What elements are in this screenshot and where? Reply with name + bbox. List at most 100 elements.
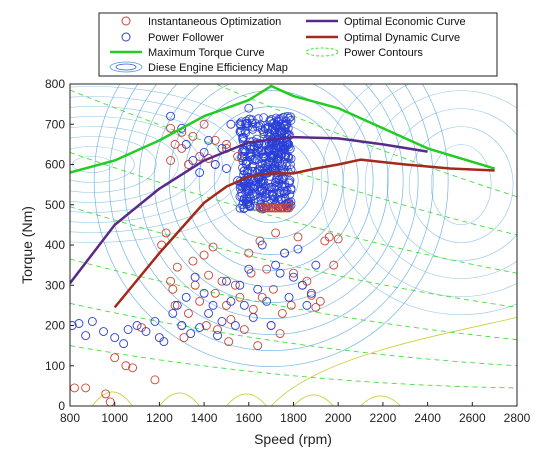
- power-follower-point: [230, 321, 240, 330]
- power-follower-cluster-point: [279, 189, 289, 199]
- legend-swatch: [305, 47, 339, 57]
- efficiency-contour-low: [159, 392, 200, 406]
- legend-label: Diese Engine Efficiency Map: [148, 62, 288, 74]
- instantaneous-optimization-point: [168, 284, 178, 294]
- efficiency-contour: [213, 122, 329, 239]
- efficiency-contour-low: [270, 317, 517, 406]
- legend-item-pc: Power Contours: [305, 47, 423, 59]
- power-follower-point: [204, 308, 214, 318]
- efficiency-contour: [168, 84, 374, 287]
- power-follower-point: [213, 331, 222, 341]
- power-follower-cluster-point: [254, 143, 263, 153]
- instantaneous-optimization-point: [284, 203, 294, 213]
- instantaneous-optimization-point: [184, 308, 193, 318]
- plot-frame: [69, 83, 518, 407]
- efficiency-contour: [70, 136, 157, 193]
- efficiency-contour: [108, 84, 434, 351]
- efficiency-contour: [408, 126, 514, 243]
- power-follower-cluster-point: [283, 111, 293, 121]
- power-follower-point: [186, 329, 196, 338]
- power-follower-point: [199, 147, 209, 157]
- power-follower-point: [81, 331, 91, 341]
- power-follower-cluster-point: [256, 162, 266, 171]
- power-follower-cluster-point: [240, 166, 249, 176]
- instantaneous-optimization-point: [226, 315, 236, 324]
- power-follower-cluster-point: [237, 188, 246, 198]
- power-follower-point: [177, 321, 187, 330]
- legend-item-econ: Optimal Economic Curve: [306, 16, 466, 28]
- power-follower-point: [248, 313, 258, 322]
- instantaneous-optimization-point: [282, 203, 292, 213]
- efficiency-contour: [70, 126, 179, 203]
- instantaneous-optimization-point: [170, 139, 180, 149]
- legend-label: Optimal Economic Curve: [344, 16, 466, 28]
- power-follower-point: [110, 333, 120, 343]
- efficiency-contour-low: [226, 393, 267, 406]
- power-follower-point: [235, 280, 245, 290]
- power-follower-point: [70, 321, 77, 330]
- legend-box: [98, 12, 498, 77]
- power-follower-point: [150, 317, 160, 326]
- optimal-economic-curve: [70, 135, 428, 284]
- power-follower-cluster-point: [275, 126, 285, 136]
- power-follower-point: [177, 123, 187, 133]
- power-follower-cluster-point: [272, 153, 282, 163]
- power-follower-cluster-point: [276, 128, 286, 138]
- power-follower-point: [244, 264, 254, 274]
- instantaneous-optimization-point: [244, 248, 254, 258]
- optimal-dynamic-curve: [113, 158, 495, 309]
- power-contour-line: [70, 302, 517, 367]
- power-follower-cluster-point: [276, 144, 285, 154]
- legend-swatch: [109, 61, 143, 73]
- power-follower-cluster-point: [269, 194, 279, 204]
- power-contour-line: [214, 84, 517, 198]
- instantaneous-optimization-point: [128, 363, 138, 373]
- power-follower-cluster-point: [282, 119, 292, 129]
- efficiency-contour: [364, 90, 517, 279]
- efficiency-contour: [183, 90, 359, 271]
- efficiency-contour: [70, 106, 223, 223]
- instantaneous-optimization-point: [266, 203, 276, 213]
- instantaneous-optimization-point: [199, 119, 209, 129]
- x-tick-label: 1200: [146, 411, 173, 425]
- power-follower-point: [208, 300, 218, 310]
- legend-item-eff: Diese Engine Efficiency Map: [109, 61, 288, 74]
- power-follower-cluster-point: [258, 178, 268, 188]
- power-follower-cluster-point: [251, 201, 261, 211]
- instantaneous-optimization-point: [166, 156, 176, 165]
- instantaneous-optimization-point: [333, 234, 343, 244]
- power-follower-point: [181, 139, 191, 149]
- power-follower-cluster-point: [258, 153, 268, 163]
- efficiency-contour: [320, 84, 517, 315]
- power-follower-cluster-point: [270, 126, 280, 136]
- legend-label: Maximum Torque Curve: [148, 47, 265, 59]
- instantaneous-optimization-point: [230, 280, 240, 290]
- power-follower-point: [172, 300, 182, 310]
- power-contour-line: [70, 89, 517, 236]
- power-follower-cluster-point: [271, 178, 281, 187]
- power-follower-cluster-point: [284, 197, 294, 207]
- efficiency-contour-low: [360, 395, 401, 406]
- efficiency-contour-low: [293, 394, 334, 406]
- instantaneous-optimization-point: [235, 292, 245, 302]
- power-follower-cluster-point: [257, 184, 267, 194]
- power-follower-point: [297, 280, 307, 290]
- instantaneous-optimization-point: [253, 341, 263, 351]
- instantaneous-optimization-point: [284, 200, 294, 210]
- instantaneous-optimization-point: [262, 264, 272, 274]
- instantaneous-optimization-point: [161, 228, 171, 238]
- x-tick-label: 2200: [370, 411, 397, 425]
- power-follower-cluster-point: [265, 166, 275, 176]
- instantaneous-optimization-point: [271, 203, 281, 213]
- power-follower-cluster-point: [260, 163, 269, 173]
- x-tick-label: 1400: [191, 411, 218, 425]
- power-follower-cluster-point: [269, 183, 279, 193]
- power-follower-cluster-point: [272, 174, 281, 184]
- instantaneous-optimization-point: [306, 290, 316, 300]
- instantaneous-optimization-point: [170, 300, 180, 310]
- y-ticks: 0 100 200 300 400 500 600 700 800: [45, 77, 74, 413]
- power-follower-cluster-point: [236, 127, 245, 137]
- x-tick-label: 2600: [459, 411, 486, 425]
- instantaneous-optimization-point: [101, 389, 111, 399]
